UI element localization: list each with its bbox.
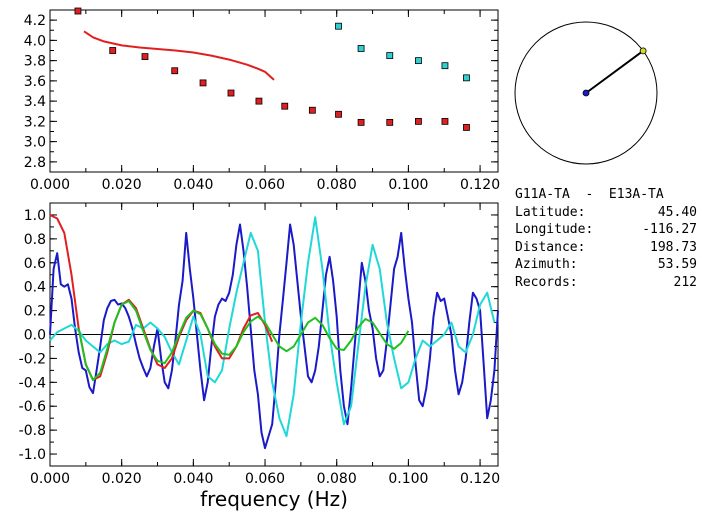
y-tick-label: 0.0 [24,328,46,344]
azimuth-ray [585,50,644,94]
correlation-plot: 0.000 0.020 0.040 0.060 0.080 0.100 0.120 1.0 0.… [19,202,500,511]
x-tick-label: 0.020 [102,177,142,193]
info-value: 53.59 [657,257,697,272]
y-tick-label: 0.2 [24,304,46,320]
x-tick-label: 0.100 [388,177,428,193]
plot-frame [49,9,499,173]
x-tick-label: 0.120 [460,177,500,193]
x-tick-label: 0.060 [245,177,285,193]
info-label: Longitude: [515,222,594,237]
x-tick-label: 0.000 [30,177,70,193]
y-tick-label: -0.4 [19,375,46,391]
info-row-azimuth: Azimuth: 53.59 [515,256,697,274]
x-tick-label: 0.000 [30,471,70,487]
data-point [227,89,235,97]
y-tick-label: 0.8 [24,232,46,248]
info-label: Records: [515,274,578,290]
data-point [463,124,470,131]
y-tick-label: 0.4 [24,280,46,296]
info-value: 198.73 [650,239,697,255]
data-point [109,47,117,54]
y-tick-label: 0.6 [24,256,46,272]
info-row-records: Records: 212 [515,274,697,292]
data-point [415,57,422,65]
y-tick-label: -1.0 [19,447,46,463]
y-tick-label: -0.2 [19,351,46,367]
data-point [463,74,470,82]
data-point [386,118,394,126]
x-tick-label: 0.020 [102,471,142,487]
data-point [199,79,207,87]
x-tick-label: 0.080 [317,177,357,193]
y-tick-label: 1.0 [24,208,46,224]
x-axis-label: frequency (Hz) [200,487,348,511]
data-point [308,106,316,114]
data-point [255,97,263,105]
y-tick-label: 2.8 [24,155,46,171]
azimuth-circle [514,21,658,165]
data-point [171,67,179,75]
info-row-longitude: Longitude: -116.27 [515,221,697,239]
data-point [357,118,365,126]
data-point [335,110,342,118]
x-tick-label: 0.080 [317,471,357,487]
data-point [281,102,289,110]
dispersion-plot: 0.000 0.020 0.040 0.060 0.080 0.100 0.120 2.8 3.… [24,7,500,193]
series-line-0 [49,223,499,450]
data-point [74,7,82,15]
y-tick-label: 4.2 [24,13,46,29]
station-info-panel: G11A-TA - E13A-TA Latitude: 45.40 Longit… [515,186,697,291]
y-tick-label: 3.4 [24,94,46,110]
info-row-distance: Distance: 198.73 [515,239,697,257]
station-marker [582,89,590,97]
y-tick-label: -0.8 [19,423,46,439]
info-value: 45.40 [657,204,697,220]
info-value: 212 [673,274,697,290]
info-label: Azimuth: [515,257,578,272]
y-tick-label: 3.2 [24,114,46,130]
x-tick-label: 0.040 [173,177,213,193]
data-point [141,53,149,60]
info-value: -116.27 [642,222,697,237]
data-point [441,62,449,70]
y-tick-label: 3.6 [24,74,46,90]
data-point [415,117,422,125]
data-point [357,45,365,52]
data-point [386,52,394,59]
series-line-3 [77,300,410,381]
y-tick-label: 3.8 [24,54,46,70]
series-line-2 [83,30,275,81]
y-tick-label: -0.6 [19,399,46,415]
x-tick-label: 0.100 [388,471,428,487]
station-pair-title: G11A-TA - E13A-TA [515,187,664,202]
y-tick-label: 3.0 [24,135,46,151]
x-tick-label: 0.040 [173,471,213,487]
series-line-1 [49,216,496,438]
data-point [335,22,342,30]
data-point [441,117,449,125]
station-marker [639,47,647,55]
info-label: Distance: [515,239,586,255]
info-row-latitude: Latitude: 45.40 [515,204,697,222]
azimuth-plot [514,21,658,165]
x-tick-label: 0.120 [460,471,500,487]
y-tick-label: 4.0 [24,33,46,49]
info-label: Latitude: [515,204,586,220]
x-tick-label: 0.060 [245,471,285,487]
